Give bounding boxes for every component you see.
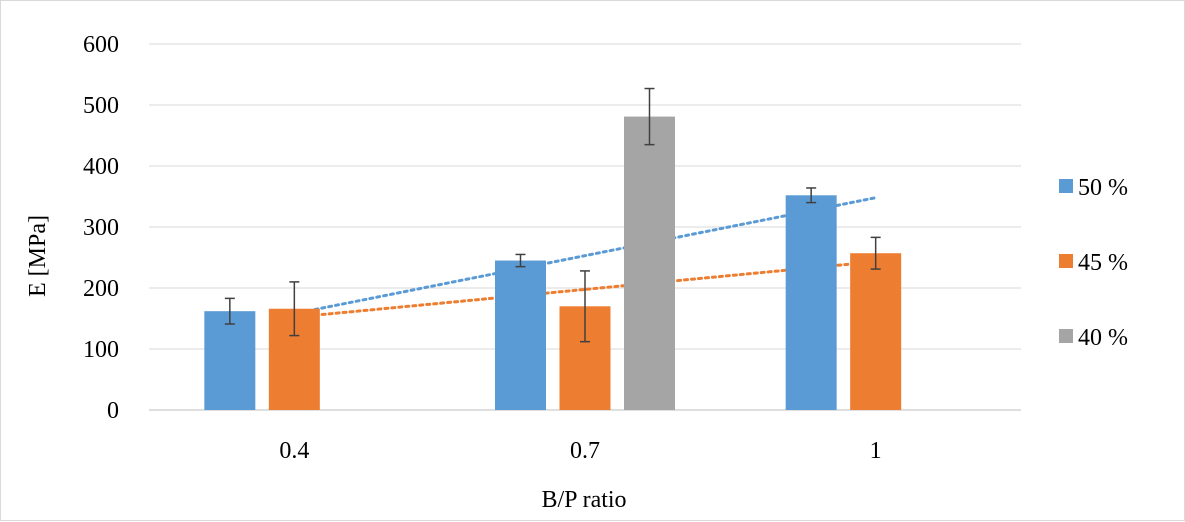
bar bbox=[204, 311, 256, 410]
bar bbox=[850, 253, 902, 410]
error-bars bbox=[224, 87, 881, 343]
legend-label: 40 % bbox=[1078, 325, 1128, 351]
y-tick-label: 300 bbox=[83, 215, 119, 241]
legend-label: 50 % bbox=[1078, 175, 1128, 201]
trendline bbox=[292, 260, 878, 319]
tick-labels: 0 100 200 300 400 500 600 0.4 0.7 1 bbox=[83, 32, 882, 464]
y-tick-label: 500 bbox=[83, 93, 119, 119]
x-tick-label: 0.4 bbox=[279, 438, 309, 464]
x-tick-label: 0.7 bbox=[570, 438, 600, 464]
error-bar bbox=[644, 87, 655, 146]
error-bar bbox=[870, 236, 881, 270]
error-bar bbox=[289, 281, 300, 337]
x-axis-title: B/P ratio bbox=[541, 487, 626, 513]
y-tick-label: 100 bbox=[83, 337, 119, 363]
legend-swatch bbox=[1059, 179, 1073, 193]
legend: 50 % 45 % 40 % bbox=[1059, 175, 1128, 351]
y-tick-label: 200 bbox=[83, 276, 119, 302]
bar bbox=[785, 195, 837, 410]
bar bbox=[624, 116, 675, 410]
error-bar bbox=[580, 270, 590, 343]
bars bbox=[204, 116, 902, 410]
trendline bbox=[292, 196, 878, 316]
error-bar bbox=[224, 297, 235, 325]
bar bbox=[495, 260, 546, 410]
legend-label: 45 % bbox=[1078, 250, 1128, 276]
y-tick-label: 0 bbox=[107, 398, 119, 424]
y-tick-label: 600 bbox=[83, 32, 119, 58]
y-tick-label: 400 bbox=[83, 154, 119, 180]
trendlines bbox=[292, 196, 878, 319]
error-bar bbox=[515, 253, 526, 268]
x-tick-label: 1 bbox=[870, 438, 882, 464]
legend-swatch bbox=[1059, 329, 1073, 343]
error-bar bbox=[806, 187, 817, 204]
legend-swatch bbox=[1059, 254, 1073, 268]
y-axis-title: E [MPa] bbox=[25, 215, 51, 297]
